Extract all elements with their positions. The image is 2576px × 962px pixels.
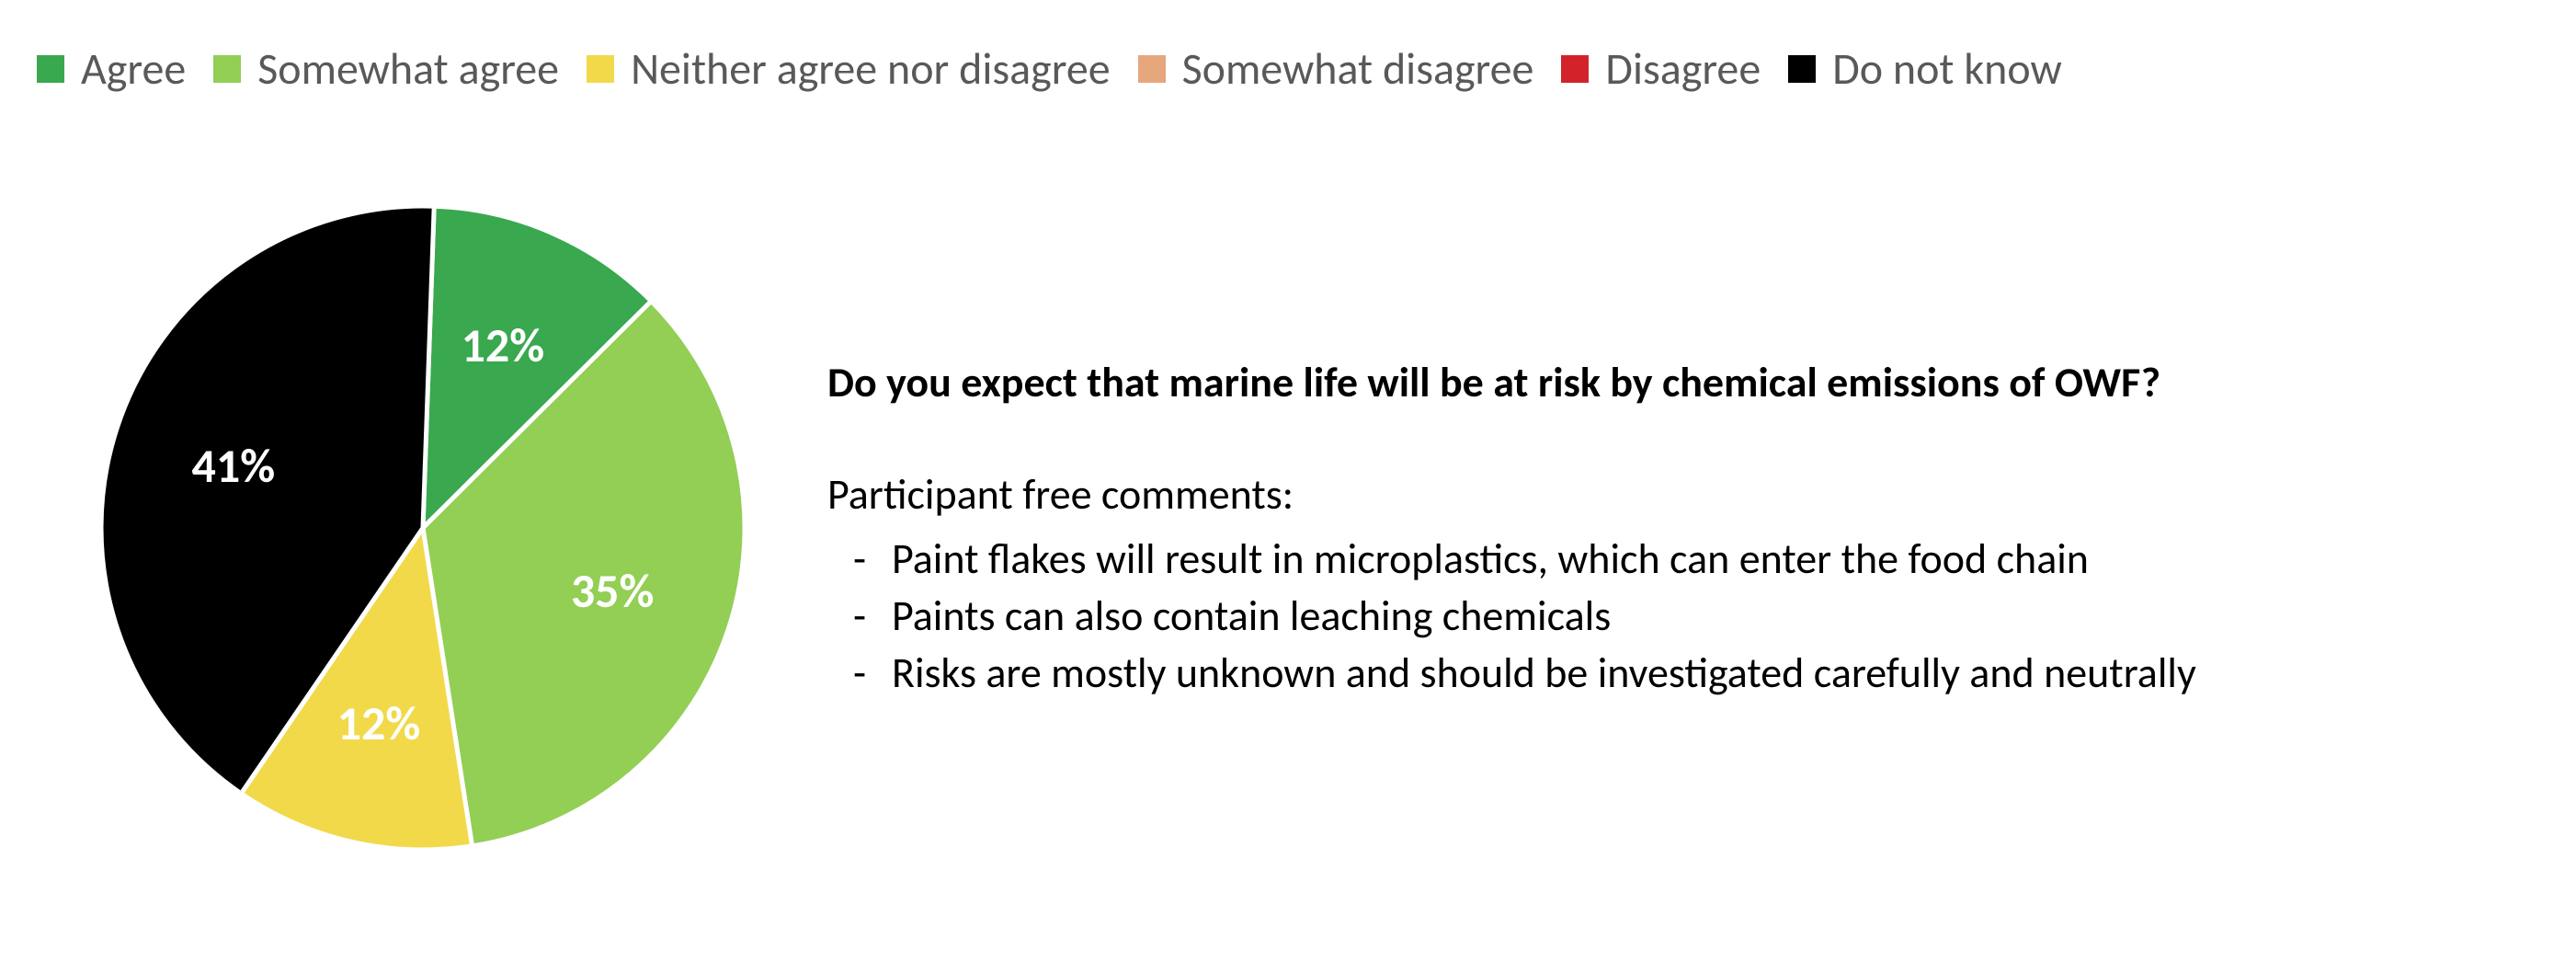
legend-item: Neither agree nor disagree (587, 41, 1111, 96)
pie-chart: 12% 35% 12% 41% (101, 206, 745, 850)
pie-slice-label: 35% (571, 561, 655, 620)
legend-swatch (1788, 55, 1816, 83)
legend-item: Somewhat disagree (1138, 41, 1534, 96)
legend-swatch (213, 55, 241, 83)
legend-swatch (1561, 55, 1589, 83)
comment-item: Risks are mostly unknown and should be i… (827, 645, 2196, 702)
chart-legend: Agree Somewhat agree Neither agree nor dis… (37, 41, 2539, 96)
comment-item: Paint flakes will result in microplastic… (827, 531, 2196, 588)
comments-list: Paint flakes will result in microplastic… (827, 531, 2196, 702)
question-text: Do you expect that marine life will be a… (827, 354, 2196, 411)
legend-label: Somewhat disagree (1182, 41, 1534, 96)
legend-label: Disagree (1605, 41, 1761, 96)
legend-swatch (587, 55, 614, 83)
legend-label: Do not know (1832, 41, 2062, 96)
comment-item: Paints can also contain leaching chemica… (827, 588, 2196, 645)
pie-slice-label: 12% (462, 315, 545, 374)
legend-swatch (37, 55, 64, 83)
legend-item: Disagree (1561, 41, 1761, 96)
legend-swatch (1138, 55, 1166, 83)
legend-item: Somewhat agree (213, 41, 559, 96)
legend-label: Agree (81, 41, 186, 96)
legend-item: Do not know (1788, 41, 2062, 96)
pie-slice-label: 12% (337, 693, 421, 752)
pie-slice-label: 41% (192, 436, 276, 495)
legend-label: Somewhat agree (257, 41, 559, 96)
legend-label: Neither agree nor disagree (631, 41, 1111, 96)
pie-svg (101, 206, 745, 850)
legend-item: Agree (37, 41, 186, 96)
comments-title: Participant free comments: (827, 466, 2196, 523)
text-column: Do you expect that marine life will be a… (827, 354, 2196, 702)
page: Agree Somewhat agree Neither agree nor dis… (0, 0, 2576, 962)
content-row: 12% 35% 12% 41% Do you expect that marine l… (101, 206, 2539, 850)
